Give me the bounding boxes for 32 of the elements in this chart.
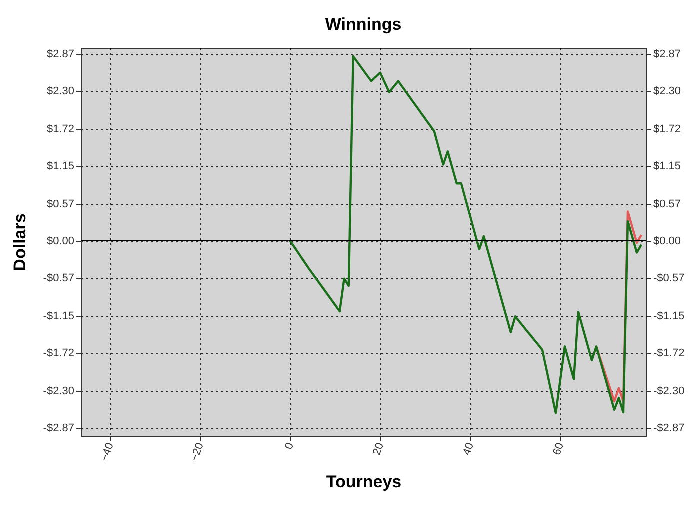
y2-tick-label: $1.15 (654, 160, 682, 173)
y2-tick-label: $0.57 (654, 198, 682, 210)
y2-tick-label: -$1.72 (654, 348, 685, 360)
y-tick-label: $1.15 (46, 160, 74, 173)
y2-tick-label: -$2.87 (654, 422, 685, 435)
y2-tick-label: $0.00 (654, 236, 682, 248)
y-tick-label: -$0.57 (43, 272, 74, 285)
x-axis-title: Tourneys (326, 472, 402, 492)
y2-tick-label: -$0.57 (654, 272, 685, 285)
y2-tick-label: -$1.15 (654, 310, 685, 323)
x-tick-label: −20 (188, 441, 206, 464)
y2-tick-label: -$2.30 (654, 386, 685, 398)
y-tick-label: $1.72 (46, 123, 74, 136)
y2-tick-label: $2.87 (654, 48, 682, 60)
y-tick-label: -$2.30 (43, 386, 74, 398)
y-tick-label: $0.00 (46, 236, 74, 248)
y-tick-label: -$2.87 (43, 422, 74, 435)
chart-title: Winnings (325, 14, 402, 34)
y-tick-label: $0.57 (46, 198, 74, 210)
y2-tick-label: $1.72 (654, 123, 682, 136)
y-tick-label: -$1.15 (43, 310, 74, 323)
x-tick-label: 40 (461, 441, 477, 458)
x-tick-label: 0 (283, 441, 296, 452)
x-tick-label: 60 (551, 441, 567, 458)
y-axis-title: Dollars (10, 214, 30, 272)
x-tick-label: 20 (371, 441, 387, 458)
y2-tick-label: $2.30 (654, 86, 682, 98)
line-series (289, 55, 643, 414)
y-tick-label: -$1.72 (43, 348, 74, 360)
y-tick-label: $2.87 (46, 48, 74, 60)
y-tick-label: $2.30 (46, 86, 74, 98)
x-tick-label: −40 (98, 441, 116, 464)
